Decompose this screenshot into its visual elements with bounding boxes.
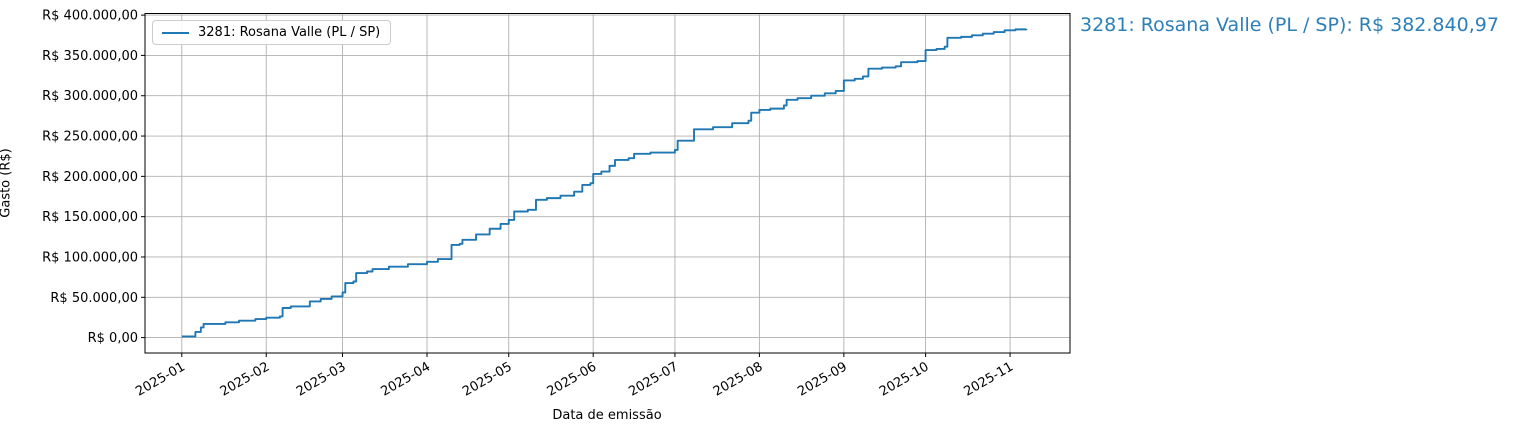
x-tick-label: 2025-06 (545, 359, 600, 399)
x-axis-title: Data de emissão (552, 408, 662, 423)
legend-line-sample (162, 31, 189, 34)
x-tick-label: 2025-08 (711, 359, 766, 399)
y-tick-label: R$ 50.000,00 (50, 291, 138, 306)
total-spent-annotation: 3281: Rosana Valle (PL / SP): R$ 382.840… (1080, 14, 1499, 36)
x-tick-label: 2025-05 (460, 359, 515, 399)
x-tick-label: 2025-07 (626, 359, 681, 399)
plot-border (144, 13, 1071, 354)
x-tick-label: 2025-03 (294, 359, 349, 399)
y-tick-label: R$ 300.000,00 (42, 89, 138, 104)
x-tick-label: 2025-09 (795, 359, 850, 399)
x-tick-label: 2025-01 (133, 359, 188, 399)
x-tick-label: 2025-02 (218, 359, 273, 399)
y-tick-label: R$ 200.000,00 (42, 170, 138, 185)
legend-label: 3281: Rosana Valle (PL / SP) (198, 25, 381, 40)
legend: 3281: Rosana Valle (PL / SP) (152, 20, 392, 45)
y-tick-label: R$ 150.000,00 (42, 210, 138, 225)
x-tick-label: 2025-10 (877, 359, 932, 399)
y-tick-label: R$ 400.000,00 (42, 9, 138, 24)
spending-step-line (181, 28, 1028, 338)
y-tick-label: R$ 350.000,00 (42, 49, 138, 64)
x-tick-label: 2025-11 (962, 359, 1017, 399)
x-tick-label: 2025-04 (378, 359, 433, 399)
y-axis-title: Gasto (R$) (0, 148, 14, 218)
y-tick-label: R$ 250.000,00 (42, 130, 138, 145)
y-tick-label: R$ 0,00 (88, 331, 138, 346)
y-tick-label: R$ 100.000,00 (42, 250, 138, 265)
